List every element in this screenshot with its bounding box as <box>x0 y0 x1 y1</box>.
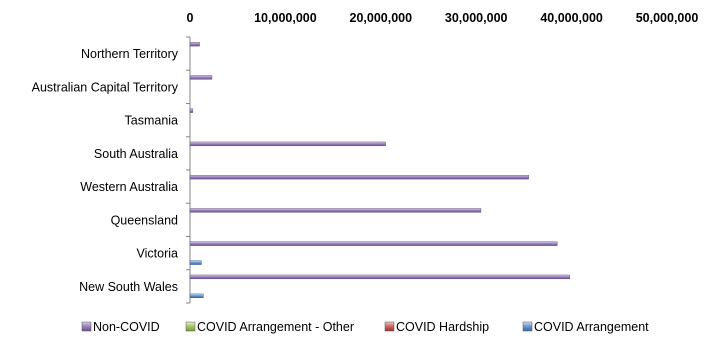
legend-label: COVID Hardship <box>396 320 489 334</box>
bar-non-covid-tasmania <box>189 108 194 113</box>
x-tick-label: 0 <box>187 11 194 25</box>
bar-non-covid-western-australia <box>189 174 529 180</box>
legend-label: COVID Arrangement <box>534 320 649 334</box>
bar-non-covid-northern-territory <box>189 41 200 47</box>
legend-label: COVID Arrangement - Other <box>197 320 354 334</box>
x-tick-label: 50,000,000 <box>636 11 699 25</box>
category-label: Northern Territory <box>81 47 179 61</box>
category-label: Victoria <box>137 247 179 261</box>
bar-covid-arrangement-victoria <box>189 260 202 265</box>
legend-swatch <box>185 321 196 332</box>
category-label: Queensland <box>111 213 178 227</box>
bar-non-covid-new-south-wales <box>189 274 570 280</box>
category-label: Australian Capital Territory <box>32 80 179 94</box>
bar-non-covid-south-australia <box>189 141 386 147</box>
legend-swatch <box>522 321 533 332</box>
category-label: South Australia <box>94 147 178 161</box>
x-tick-label: 20,000,000 <box>350 11 413 25</box>
bars-layer <box>189 41 570 299</box>
bar-non-covid-victoria <box>189 241 558 246</box>
bar-non-covid-australian-capital-territory <box>189 75 213 80</box>
x-tick-label: 10,000,000 <box>254 11 317 25</box>
category-labels: New South Wales Victoria Queensland Western… <box>32 47 179 294</box>
legend-swatch <box>384 321 395 332</box>
bar-non-covid-queensland <box>189 208 482 213</box>
legend: Non-COVID COVID Arrangement - Other COVID … <box>81 320 649 334</box>
x-tick-label: 40,000,000 <box>540 11 603 25</box>
category-label: Western Australia <box>80 180 178 194</box>
x-tick-label: 30,000,000 <box>445 11 508 25</box>
bar-covid-arrangement-new-south-wales <box>189 293 204 299</box>
legend-label: Non-COVID <box>93 320 160 334</box>
legend-swatch <box>81 321 92 332</box>
category-label: New South Wales <box>79 280 178 294</box>
category-label: Tasmania <box>125 114 179 128</box>
axis-layer: 0 10,000,000 20,000,000 30,000,000 40,000,00… <box>186 11 699 304</box>
